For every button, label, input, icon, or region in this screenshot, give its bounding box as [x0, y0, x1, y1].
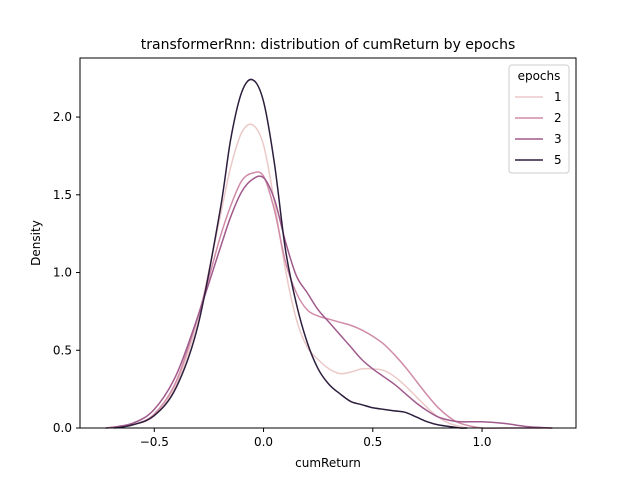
y-axis-ticks: 0.0 0.5 1.0 1.5 2.0: [53, 110, 80, 435]
density-line-epochs-2: [105, 171, 553, 430]
legend-title: epochs: [518, 69, 561, 83]
y-tick-label: 2.0: [53, 110, 72, 124]
legend-items: 1 2 3 5: [515, 90, 562, 167]
density-curves: [105, 78, 553, 430]
legend-label-epochs-3: 3: [554, 132, 562, 146]
legend-label-epochs-5: 5: [554, 153, 562, 167]
y-tick-label: 1.5: [53, 188, 72, 202]
x-tick-label: 0.0: [254, 435, 273, 449]
legend-box: [508, 64, 570, 174]
legend-label-epochs-2: 2: [554, 111, 562, 125]
chart-title: transformerRnn: distribution of cumRetur…: [141, 37, 516, 53]
legend: epochs 1 2 3 5: [508, 64, 570, 174]
x-tick-label: −0.5: [140, 435, 169, 449]
x-tick-label: 1.0: [472, 435, 491, 449]
y-tick-label: 0.0: [53, 421, 72, 435]
density-line-epochs-5: [114, 78, 468, 429]
x-axis-label: cumReturn: [295, 456, 361, 470]
x-axis-ticks: −0.5 0.0 0.5 1.0: [140, 428, 492, 449]
y-tick-label: 1.0: [53, 266, 72, 280]
plot-frame: [79, 57, 577, 429]
density-line-epochs-3: [105, 175, 553, 429]
legend-label-epochs-1: 1: [554, 90, 562, 104]
y-tick-label: 0.5: [53, 343, 72, 357]
x-tick-label: 0.5: [363, 435, 382, 449]
y-axis-label: Density: [29, 220, 43, 266]
